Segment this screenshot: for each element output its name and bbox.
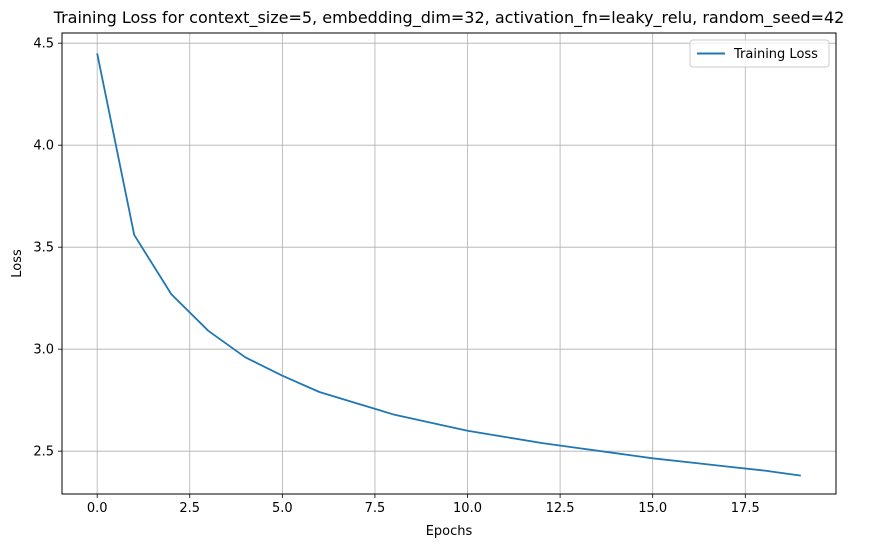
grid xyxy=(62,33,836,494)
x-tick-label: 5.0 xyxy=(272,501,293,516)
legend: Training Loss xyxy=(689,39,830,68)
legend-label: Training Loss xyxy=(733,47,818,62)
x-axis: 0.0 2.5 5.0 7.5 10.0 12.5 15.0 17.5 xyxy=(87,494,760,516)
x-tick-label: 10.0 xyxy=(453,501,482,516)
x-tick-label: 15.0 xyxy=(638,501,667,516)
x-tick-label: 2.5 xyxy=(179,501,200,516)
x-tick-label: 12.5 xyxy=(546,501,575,516)
x-tick-label: 17.5 xyxy=(731,501,760,516)
plot-frame xyxy=(61,32,837,495)
y-tick-label: 3.5 xyxy=(33,241,54,256)
legend-box xyxy=(689,39,830,68)
series-layer xyxy=(96,53,801,477)
x-tick-label: 0.0 xyxy=(87,501,108,516)
y-tick-label: 3.0 xyxy=(33,343,54,358)
y-axis: 2.5 3.0 3.5 4.0 4.5 xyxy=(33,37,62,460)
y-tick-label: 4.0 xyxy=(33,139,54,154)
x-tick-label: 7.5 xyxy=(365,501,386,516)
y-tick-label: 4.5 xyxy=(33,37,54,52)
y-tick-label: 2.5 xyxy=(33,445,54,460)
y-axis-title: Loss xyxy=(10,249,25,278)
x-axis-title: Epochs xyxy=(426,524,473,539)
chart-title: Training Loss for context_size=5, embedd… xyxy=(53,8,845,28)
series-line xyxy=(96,53,801,477)
